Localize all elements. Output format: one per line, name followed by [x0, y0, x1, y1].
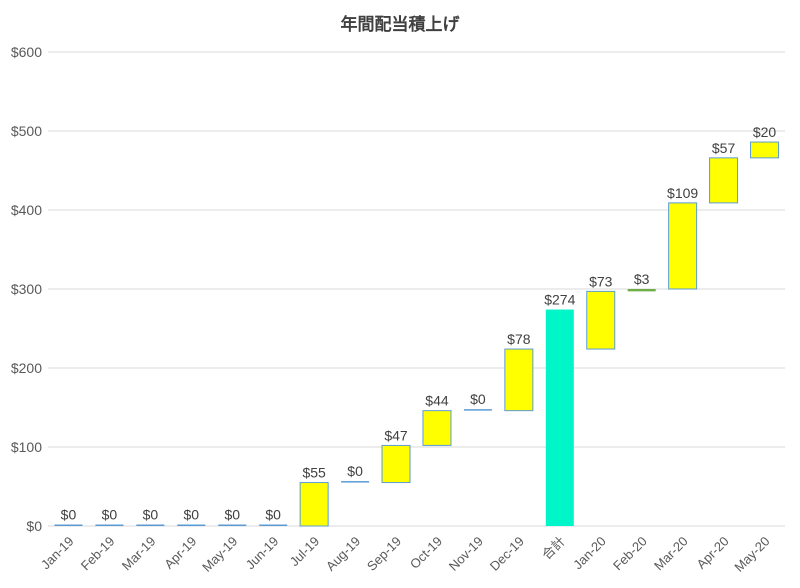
y-tick-label: $100 [11, 439, 42, 455]
y-tick-label: $200 [11, 360, 42, 376]
data-label: $44 [425, 393, 449, 409]
data-labels: $0 $0 $0 $0 $0 $0 $55 $0 $47 $44 $0 $78 $274 $73 $3 $10… [61, 124, 777, 522]
bar-Apr-19 [177, 524, 206, 526]
y-tick-label: $400 [11, 202, 42, 218]
x-tick-label: Sep-19 [364, 534, 404, 574]
x-tick-label: Jan-20 [570, 534, 609, 573]
bar-Jan-19 [54, 524, 83, 526]
x-tick-label: Nov-19 [446, 534, 486, 574]
data-label: $55 [302, 465, 326, 481]
data-label: $73 [589, 273, 613, 289]
x-tick-label: Apr-19 [161, 534, 199, 572]
bar-Mar-20 [668, 202, 698, 290]
y-tick-label: $600 [11, 44, 42, 60]
x-tick-label: Apr-20 [693, 534, 731, 572]
bar-Dec-19 [504, 348, 534, 412]
bar-Jul-19 [299, 482, 329, 527]
data-label: $47 [384, 427, 408, 443]
x-tick-label: 合計 [539, 534, 568, 563]
x-tick-label: Feb-19 [78, 534, 118, 574]
data-label: $109 [667, 185, 698, 201]
y-tick-label: $500 [11, 123, 42, 139]
bar-Mar-19 [136, 524, 165, 526]
bar-合計 [545, 309, 574, 526]
x-tick-label: Oct-19 [407, 534, 445, 572]
x-tick-label: Dec-19 [487, 534, 527, 574]
data-label: $57 [712, 140, 736, 156]
data-label: $0 [143, 507, 159, 523]
x-tick-label: Feb-20 [610, 534, 650, 574]
x-tick-label: May-19 [199, 534, 240, 575]
bar-Sep-19 [381, 444, 411, 484]
x-tick-label: Jul-19 [287, 534, 323, 570]
data-label: $0 [265, 507, 281, 523]
bar-May-19 [218, 524, 247, 526]
y-tick-label: $300 [11, 281, 42, 297]
gridlines [48, 51, 785, 527]
bar-Jun-19 [259, 524, 288, 526]
data-label: $0 [470, 391, 486, 407]
data-label: $0 [184, 507, 200, 523]
data-label: $0 [347, 463, 363, 479]
x-tick-label: Mar-20 [651, 534, 691, 574]
x-tick-label: Jan-19 [38, 534, 77, 573]
data-label: $0 [102, 507, 118, 523]
chart-title: 年間配当積上げ [340, 15, 460, 35]
bar-Apr-20 [709, 157, 739, 204]
data-label: $20 [753, 124, 777, 140]
y-axis-tick-labels: $0 $100 $200 $300 $400 $500 $600 [11, 44, 42, 534]
x-tick-label: May-20 [731, 534, 772, 575]
bar-Jan-20 [586, 290, 616, 350]
y-tick-label: $0 [26, 518, 42, 534]
bar-May-20 [750, 141, 780, 159]
data-label: $0 [61, 507, 77, 523]
data-label: $0 [224, 507, 240, 523]
x-tick-label: Mar-19 [119, 534, 159, 574]
data-label: $78 [507, 331, 531, 347]
bar-Oct-19 [422, 410, 452, 446]
bar-Aug-19 [341, 481, 370, 483]
x-tick-label: Aug-19 [323, 534, 363, 574]
bar-Feb-20 [627, 289, 656, 292]
x-axis-tick-labels: Jan-19 Feb-19 Mar-19 Apr-19 May-19 Jun-19 Jul-… [38, 534, 773, 575]
bar-Nov-19 [463, 409, 492, 411]
data-label: $3 [634, 271, 650, 287]
x-tick-label: Jun-19 [243, 534, 282, 573]
bar-Feb-19 [95, 524, 124, 526]
bars [54, 141, 780, 527]
data-label: $274 [544, 292, 575, 308]
